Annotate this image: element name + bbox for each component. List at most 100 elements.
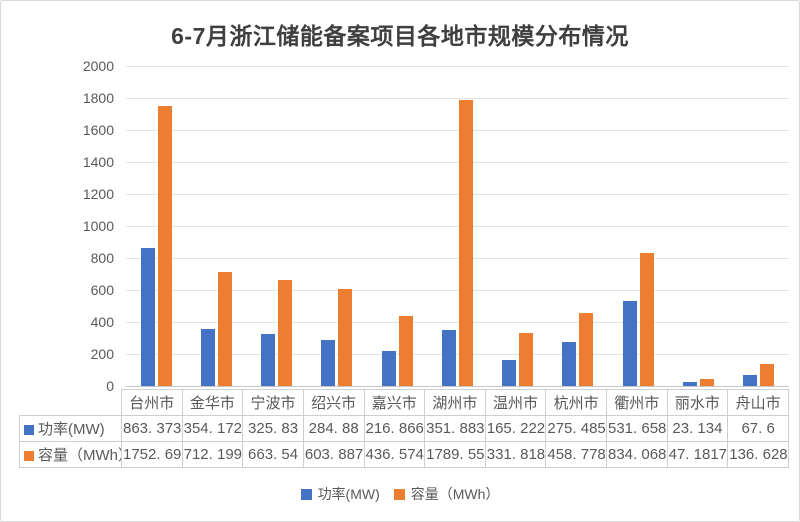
category-slot xyxy=(548,66,608,386)
capacity-bar xyxy=(579,312,594,386)
y-axis-tick-label: 1200 xyxy=(82,186,114,202)
power-bar xyxy=(321,340,336,386)
y-axis-tick-label: 1400 xyxy=(82,154,114,170)
series-marker-icon xyxy=(24,451,34,461)
city-label: 舟山市 xyxy=(727,389,789,416)
category-slot xyxy=(488,66,548,386)
table-cell: 663. 54 xyxy=(242,441,304,468)
gridline xyxy=(126,354,789,355)
power-bar xyxy=(502,359,517,386)
data-table: 台州市 金华市 宁波市 绍兴市 嘉兴市 湖州市 温州市 杭州市 衢州市 丽水市 舟山市 功率(MW) 8… xyxy=(19,389,789,468)
table-cell: 436. 574 xyxy=(363,441,426,468)
category-slot xyxy=(186,66,246,386)
table-cell: 23. 134 xyxy=(666,415,729,442)
legend-item-power: 功率(MW) xyxy=(300,484,380,504)
table-cell: 216. 866 xyxy=(363,415,426,442)
power-bar xyxy=(200,329,215,386)
y-axis-tick-label: 0 xyxy=(106,378,114,394)
bars xyxy=(126,66,789,386)
series-marker-icon xyxy=(24,425,34,435)
y-axis-tick-label: 1800 xyxy=(82,90,114,106)
city-label: 嘉兴市 xyxy=(363,389,426,416)
gridline xyxy=(126,194,789,195)
table-corner-blank xyxy=(20,390,122,416)
capacity-bar xyxy=(519,332,534,386)
category-slot xyxy=(729,66,789,386)
table-cell: 331. 818 xyxy=(484,441,547,468)
table-cell: 325. 83 xyxy=(242,415,304,442)
power-legend-label: 功率(MW) xyxy=(317,486,380,502)
chart-title: 6-7月浙江储能备案项目各地市规模分布情况 xyxy=(171,23,629,49)
gridlines xyxy=(126,66,789,386)
gridline xyxy=(126,66,789,67)
table-cell: 67. 6 xyxy=(727,415,789,442)
table-cell: 1752. 69 xyxy=(121,441,183,468)
table-cell: 165. 222 xyxy=(484,415,547,442)
legend: 功率(MW) 容量（MWh） xyxy=(1,484,799,504)
city-label: 湖州市 xyxy=(424,389,486,416)
city-label: 宁波市 xyxy=(242,389,304,416)
gridline xyxy=(126,98,789,99)
series-row-label: 功率(MW) xyxy=(19,415,122,442)
y-axis-tick-label: 800 xyxy=(90,250,114,266)
power-legend-swatch-icon xyxy=(300,488,312,500)
power-bar xyxy=(261,333,276,386)
y-axis-tick-label: 600 xyxy=(90,282,114,298)
category-slot xyxy=(307,66,367,386)
power-bar xyxy=(441,329,456,386)
capacity-bar xyxy=(639,252,654,386)
gridline xyxy=(126,290,789,291)
series-row-label: 容量（MWh） xyxy=(19,441,122,468)
category-slot xyxy=(367,66,427,386)
power-bar xyxy=(622,300,637,386)
table-row-cities: 台州市 金华市 宁波市 绍兴市 嘉兴市 湖州市 温州市 杭州市 衢州市 丽水市 舟山市 xyxy=(20,389,789,416)
table-cell: 284. 88 xyxy=(302,415,365,442)
capacity-bar xyxy=(458,99,473,386)
power-bar xyxy=(562,341,577,386)
capacity-bar xyxy=(700,378,715,386)
city-label: 金华市 xyxy=(181,389,244,416)
gridline xyxy=(126,226,789,227)
capacity-bar xyxy=(278,279,293,386)
table-cell: 834. 068 xyxy=(606,441,668,468)
capacity-bar xyxy=(157,105,172,386)
table-cell: 603. 887 xyxy=(302,441,365,468)
table-cell: 351. 883 xyxy=(424,415,486,442)
category-slot xyxy=(668,66,728,386)
gridline xyxy=(126,322,789,323)
table-cell: 863. 373 xyxy=(121,415,183,442)
y-axis: 0 200 400 600 800 1000 1200 1400 1600 1800 2000 xyxy=(1,58,114,394)
category-slot xyxy=(247,66,307,386)
city-label: 衢州市 xyxy=(606,389,668,416)
city-label: 绍兴市 xyxy=(302,389,365,416)
city-label: 杭州市 xyxy=(545,389,607,416)
category-slot xyxy=(608,66,668,386)
power-bar xyxy=(683,382,698,386)
gridline xyxy=(126,162,789,163)
power-bar xyxy=(381,351,396,386)
capacity-bar xyxy=(338,289,353,386)
category-slot xyxy=(427,66,487,386)
capacity-bar xyxy=(760,364,775,386)
plot-area xyxy=(126,66,789,387)
table-cell: 354. 172 xyxy=(181,415,244,442)
capacity-legend-label: 容量（MWh） xyxy=(410,486,500,502)
legend-item-capacity: 容量（MWh） xyxy=(393,484,500,504)
y-axis-tick-label: 2000 xyxy=(82,58,114,74)
city-label: 台州市 xyxy=(121,389,183,416)
city-label: 丽水市 xyxy=(666,389,729,416)
table-cell: 458. 778 xyxy=(545,441,607,468)
y-axis-tick-label: 200 xyxy=(90,346,114,362)
table-cell: 136. 628 xyxy=(727,441,789,468)
category-slot xyxy=(126,66,186,386)
table-cell: 275. 485 xyxy=(545,415,607,442)
capacity-legend-swatch-icon xyxy=(393,488,405,500)
table-cell: 1789. 55 xyxy=(424,441,486,468)
table-cell: 47. 1817 xyxy=(666,441,729,468)
power-bar xyxy=(140,247,155,386)
table-cell: 531. 658 xyxy=(606,415,668,442)
y-axis-tick-label: 1600 xyxy=(82,122,114,138)
capacity-bar xyxy=(398,316,413,386)
